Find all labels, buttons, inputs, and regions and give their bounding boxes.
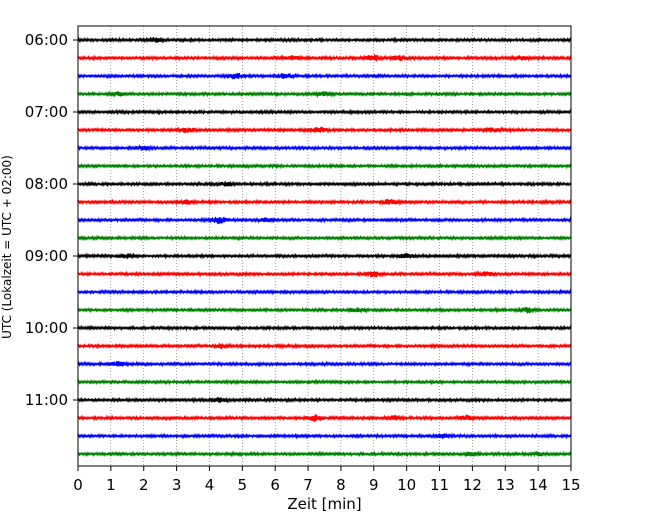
trace-line <box>77 90 572 98</box>
trace-line <box>77 360 572 368</box>
trace-line <box>77 162 572 170</box>
trace-line <box>77 126 572 134</box>
axes-frame <box>77 25 572 467</box>
x-axis-label: Zeit [min] <box>287 495 361 513</box>
y-tick-label: 10:00 <box>25 319 68 337</box>
x-tick-label: 4 <box>205 476 215 494</box>
x-tick-label: 7 <box>303 476 313 494</box>
trace-line <box>77 396 572 404</box>
x-tick-label: 12 <box>463 476 482 494</box>
trace-line <box>77 234 572 242</box>
trace-line <box>77 414 572 422</box>
x-tick-label: 9 <box>369 476 379 494</box>
y-tick-label: 09:00 <box>25 247 68 265</box>
trace-group <box>77 36 572 458</box>
x-tick-label: 5 <box>238 476 248 494</box>
trace-line <box>77 198 572 206</box>
y-axis-ticks: 06:00 07:00 08:00 09:00 10:00 11:00 <box>25 31 78 409</box>
trace-line <box>77 306 572 314</box>
y-tick-label: 06:00 <box>25 31 68 49</box>
trace-line <box>77 36 572 44</box>
trace-line <box>77 143 572 153</box>
trace-line <box>77 342 572 350</box>
x-tick-label: 2 <box>139 476 149 494</box>
trace-line <box>77 252 572 260</box>
trace-line <box>77 288 572 296</box>
trace-line <box>77 324 572 332</box>
x-tick-label: 15 <box>561 476 580 494</box>
x-tick-label: 11 <box>430 476 449 494</box>
y-axis-label: UTC (Lokalzeit = UTC + 02:00) <box>0 155 14 339</box>
x-tick-label: 1 <box>106 476 116 494</box>
x-tick-label: 0 <box>73 476 83 494</box>
x-tick-label: 6 <box>270 476 280 494</box>
y-tick-label: 08:00 <box>25 175 68 193</box>
x-tick-label: 8 <box>336 476 346 494</box>
trace-line <box>77 378 572 386</box>
trace-line <box>77 450 572 458</box>
x-tick-label: 14 <box>529 476 548 494</box>
trace-line <box>77 216 572 225</box>
trace-line <box>77 72 572 80</box>
trace-line <box>77 270 572 278</box>
trace-line <box>77 180 572 188</box>
trace-line <box>77 54 572 63</box>
x-axis-ticks: 0 1 2 3 4 5 6 7 8 9 10 11 12 13 14 15 <box>73 466 581 494</box>
vertical-grid <box>110 26 539 466</box>
y-tick-label: 11:00 <box>25 391 68 409</box>
y-tick-label: 07:00 <box>25 103 68 121</box>
x-tick-label: 10 <box>397 476 416 494</box>
trace-line <box>77 432 572 440</box>
x-tick-label: 3 <box>172 476 182 494</box>
x-tick-label: 13 <box>496 476 515 494</box>
trace-line <box>77 108 572 116</box>
